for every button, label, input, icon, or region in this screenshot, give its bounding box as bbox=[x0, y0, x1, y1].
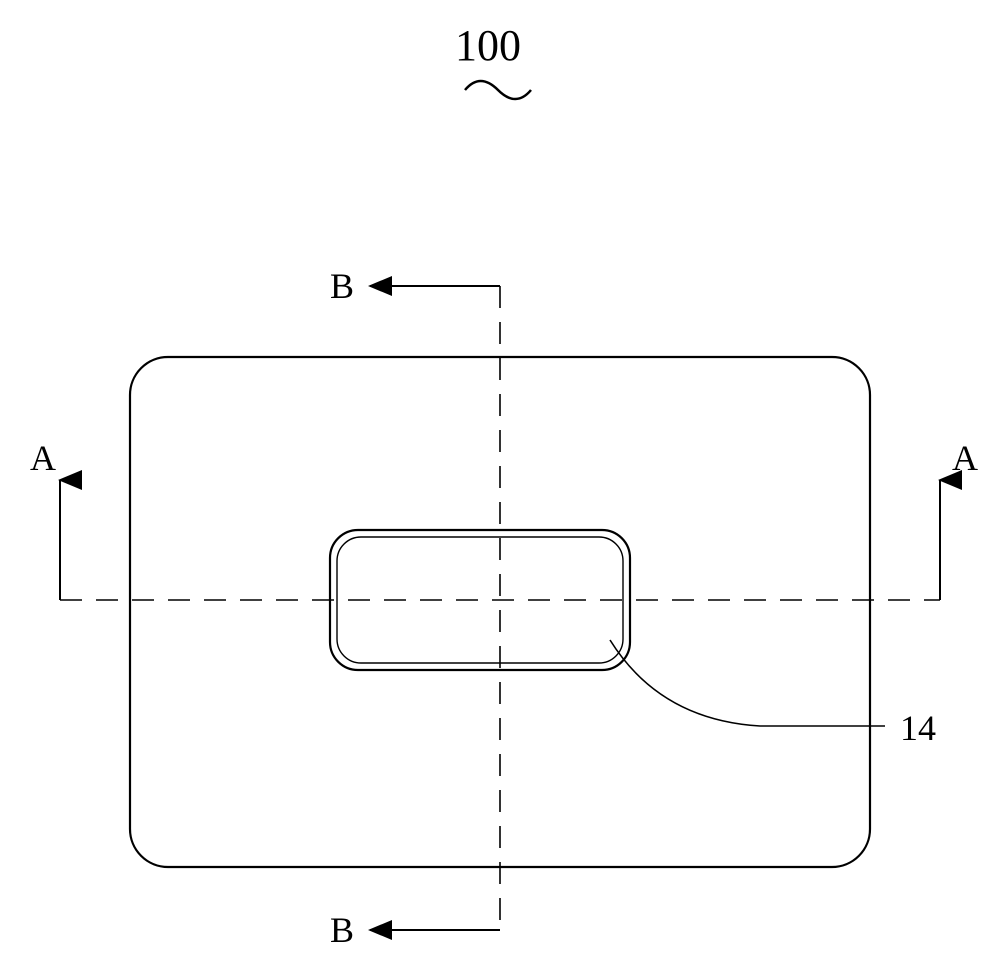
title-label: 100 bbox=[455, 21, 521, 70]
section-a-right-label: A bbox=[952, 438, 978, 478]
section-b-top-label: B bbox=[330, 266, 354, 306]
callout-14-label: 14 bbox=[900, 708, 936, 748]
section-b-bottom-label: B bbox=[330, 910, 354, 950]
callout-14-leader bbox=[610, 640, 885, 726]
section-a-left-label: A bbox=[30, 438, 56, 478]
tilde-mark bbox=[465, 81, 531, 99]
